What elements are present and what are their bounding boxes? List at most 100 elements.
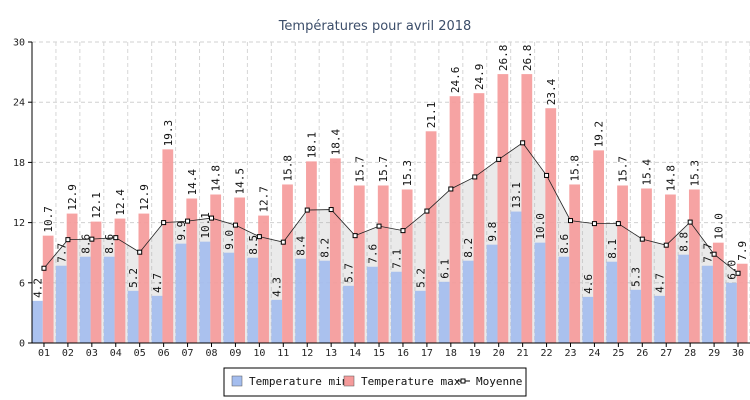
mean-point — [448, 186, 454, 192]
value-label: 14.4 — [186, 169, 199, 196]
value-label: 24.9 — [473, 64, 486, 91]
chart-title: Températures pour avril 2018 — [278, 19, 472, 34]
mean-point — [304, 207, 310, 213]
value-label: 7.7 — [702, 243, 715, 263]
x-tick-label: 15 — [373, 348, 385, 359]
value-label: 15.7 — [617, 156, 630, 183]
bar-min — [678, 254, 689, 343]
x-tick-label: 21 — [517, 348, 529, 359]
value-label: 14.5 — [234, 168, 247, 195]
bar-max — [497, 74, 509, 344]
bar-max — [66, 213, 78, 343]
x-tick-label: 18 — [445, 348, 457, 359]
value-label: 8.2 — [462, 238, 475, 258]
bar-max — [688, 189, 700, 343]
x-tick-label: 23 — [564, 348, 576, 359]
x-tick-label: 25 — [612, 348, 624, 359]
legend: Temperature min Temperature max Moyenne — [223, 367, 527, 397]
bar-min — [462, 260, 474, 343]
bar-max — [42, 235, 54, 343]
bar-min — [151, 295, 163, 343]
value-label: 5.7 — [343, 263, 356, 283]
bar-max — [353, 185, 365, 343]
value-label: 10.7 — [42, 206, 55, 233]
x-tick-label: 29 — [708, 348, 720, 359]
mean-point — [161, 220, 167, 226]
value-label: 8.5 — [247, 235, 260, 255]
bar-max — [114, 218, 126, 343]
legend-box — [223, 367, 527, 397]
bar-min — [247, 257, 259, 343]
value-label: 8.2 — [319, 238, 332, 258]
x-tick-label: 07 — [182, 348, 194, 359]
mean-point — [89, 236, 95, 242]
x-tick-label: 20 — [493, 348, 505, 359]
bar-min — [606, 261, 618, 343]
mean-point — [591, 221, 597, 227]
y-tick-label: 24 — [13, 98, 25, 109]
value-label: 10.0 — [712, 213, 725, 240]
bar-min — [127, 290, 139, 343]
legend-marker-mean — [460, 378, 466, 384]
value-label: 15.8 — [569, 155, 582, 182]
x-tick-label: 05 — [134, 348, 146, 359]
x-tick-label: 24 — [588, 348, 600, 359]
bar-min — [654, 295, 666, 343]
bar-max — [521, 74, 533, 344]
bar-max — [162, 149, 174, 343]
mean-point — [185, 218, 191, 224]
bar-min — [367, 266, 378, 343]
x-tick-label: 12 — [301, 348, 313, 359]
y-tick-label: 0 — [19, 339, 25, 350]
value-label: 14.8 — [664, 165, 677, 192]
mean-point — [639, 236, 645, 242]
bar-min — [558, 256, 570, 343]
mean-point — [328, 207, 334, 213]
bar-min — [223, 252, 235, 343]
mean-point — [568, 218, 573, 224]
x-tick-label: 02 — [62, 348, 74, 359]
value-label: 15.8 — [281, 155, 294, 182]
value-label: 12.4 — [114, 189, 127, 216]
bar-min — [55, 265, 67, 343]
value-label: 10.1 — [199, 212, 212, 239]
x-tick-label: 26 — [636, 348, 648, 359]
value-labels: 4.210.77.712.98.612.18.612.45.212.94.719… — [31, 45, 749, 298]
value-label: 9.8 — [486, 222, 499, 242]
bar-max — [425, 131, 437, 343]
bar-max — [282, 184, 293, 343]
bar-min — [79, 256, 91, 343]
x-tick-label: 30 — [732, 348, 744, 359]
value-label: 7.7 — [55, 243, 68, 263]
bar-max — [473, 93, 485, 343]
x-tick-label: 14 — [349, 348, 361, 359]
value-label: 7.1 — [390, 249, 403, 269]
value-label: 8.6 — [79, 234, 92, 254]
bar-max — [258, 215, 269, 343]
bar-max — [186, 198, 198, 343]
bar-min — [414, 290, 426, 343]
bar-max — [593, 150, 605, 343]
value-label: 6.1 — [438, 259, 451, 279]
value-label: 13.1 — [510, 182, 523, 209]
bar-min — [486, 244, 498, 343]
value-label: 4.7 — [151, 273, 164, 293]
value-label: 15.7 — [353, 156, 366, 183]
value-label: 12.9 — [138, 184, 151, 211]
value-label: 15.7 — [377, 156, 390, 183]
mean-point — [280, 239, 286, 245]
mean-point — [663, 242, 669, 248]
mean-point — [41, 265, 47, 271]
bar-min — [582, 296, 594, 343]
value-label: 19.3 — [162, 120, 175, 147]
value-label: 8.4 — [295, 235, 308, 255]
bar-max — [234, 197, 246, 343]
mean-point — [113, 235, 119, 241]
bar-max — [641, 188, 652, 343]
value-label: 24.6 — [449, 67, 462, 94]
bar-max — [90, 221, 102, 343]
mean-point — [735, 270, 741, 276]
value-label: 26.8 — [521, 45, 534, 72]
bar-max — [665, 194, 676, 343]
value-label: 12.1 — [90, 192, 103, 219]
